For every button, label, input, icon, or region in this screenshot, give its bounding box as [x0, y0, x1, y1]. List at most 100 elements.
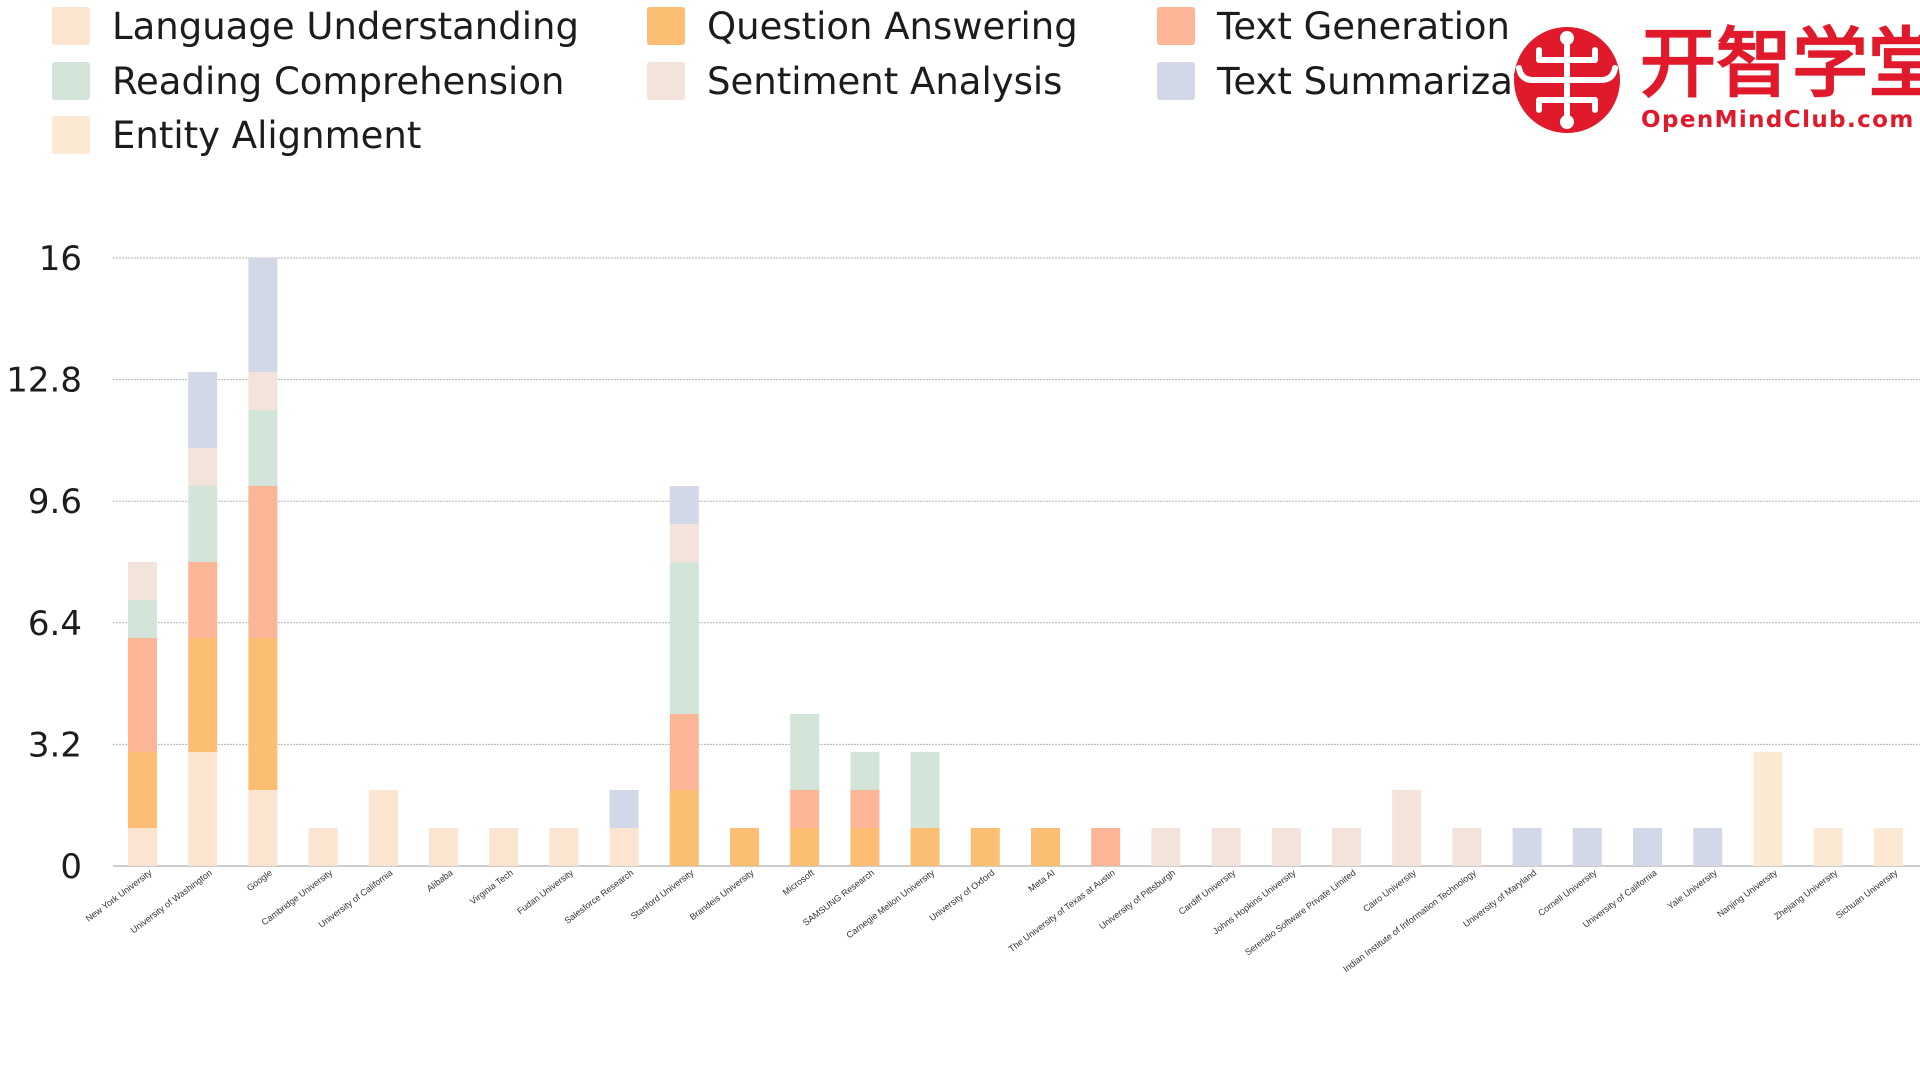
y-tick-label: 16 — [39, 239, 82, 279]
bar-segment — [248, 258, 278, 372]
bar-segment — [1271, 828, 1301, 866]
chart-legend: Language Understanding Question Answering… — [52, 5, 1584, 157]
openmindclub-logo: 开智学堂 OpenMindClub.com — [1514, 19, 1920, 133]
legend-item: Language Understanding — [52, 5, 579, 48]
bar-segment — [1151, 828, 1181, 866]
x-tick-label: Nanjing University — [1715, 867, 1779, 919]
bar-segment — [790, 828, 820, 866]
brain-emblem-icon — [1514, 27, 1620, 133]
bar-segment — [730, 828, 759, 866]
legend-swatch — [52, 116, 90, 154]
x-tick-label: Virginia Tech — [468, 868, 515, 907]
bar-segment — [489, 828, 519, 866]
logo-english-text: OpenMindClub.com — [1641, 107, 1915, 133]
bar-segment — [790, 790, 820, 828]
gridlines — [113, 257, 1920, 867]
bar-layer — [128, 258, 1903, 866]
bar-segment — [1572, 828, 1602, 866]
legend-item: Reading Comprehension — [52, 60, 564, 103]
x-tick-label: Sichuan University — [1834, 867, 1900, 920]
y-tick-label: 3.2 — [28, 725, 82, 765]
bar-segment — [669, 790, 699, 866]
legend-label: Text Generation — [1216, 5, 1510, 48]
bar-segment — [188, 638, 218, 752]
bar-segment — [1873, 828, 1903, 866]
x-tick-label: Microsoft — [781, 867, 817, 897]
bar-segment — [308, 828, 338, 866]
logo-chinese-text: 开智学堂 — [1640, 19, 1920, 108]
x-tick-label: Cornell University — [1536, 867, 1599, 918]
bar-segment — [1452, 828, 1482, 866]
legend-label: Sentiment Analysis — [707, 60, 1062, 103]
bar-segment — [669, 486, 699, 524]
legend-swatch — [52, 62, 90, 100]
bar-segment — [910, 752, 940, 828]
bar-segment — [1813, 828, 1843, 866]
x-tick-label: Serendio Software Private Limited — [1243, 868, 1358, 958]
bar-segment — [910, 828, 940, 866]
legend-label: Reading Comprehension — [112, 60, 564, 103]
x-tick-label: Meta AI — [1026, 868, 1056, 894]
legend-label: Entity Alignment — [112, 114, 421, 157]
bar-segment — [1512, 828, 1542, 866]
bar-segment — [248, 638, 278, 790]
x-tick-label: Stanford University — [629, 867, 696, 921]
bar-segment — [1332, 828, 1361, 866]
bar-segment — [1031, 828, 1060, 866]
bar-segment — [970, 828, 1000, 866]
legend-label: Question Answering — [707, 5, 1078, 48]
bar-segment — [128, 562, 157, 600]
bar-segment — [188, 486, 218, 562]
y-tick-label: 9.6 — [28, 482, 82, 522]
bar-segment — [248, 790, 278, 866]
legend-swatch — [1157, 62, 1195, 100]
x-tick-label: Cardiff University — [1177, 867, 1238, 916]
legend-item: Text Generation — [1157, 5, 1510, 48]
x-tick-label: Brandeis University — [688, 867, 756, 922]
bar-segment — [128, 828, 157, 866]
bar-segment — [248, 486, 278, 638]
bar-segment — [128, 600, 157, 638]
x-tick-label: Google — [245, 868, 274, 893]
bar-segment — [248, 372, 278, 410]
x-tick-label: University of Oxford — [927, 868, 996, 924]
bar-segment — [1091, 828, 1121, 866]
bar-segment — [850, 828, 880, 866]
bar-segment — [1211, 828, 1241, 866]
bar-segment — [368, 790, 398, 866]
bar-segment — [1693, 828, 1723, 866]
bar-segment — [609, 828, 639, 866]
bar-segment — [128, 638, 157, 752]
bar-segment — [790, 714, 820, 790]
x-tick-label: The University of Texas at Austin — [1007, 868, 1117, 954]
legend-swatch — [1157, 7, 1195, 45]
y-axis: 0 3.2 6.4 9.6 12.8 16 — [6, 239, 82, 887]
x-tick-label: Fudan University — [515, 867, 575, 916]
x-tick-label: Yale University — [1665, 867, 1719, 911]
bar-segment — [188, 562, 218, 638]
x-tick-label: Indian Institute of Information Technolo… — [1341, 867, 1478, 974]
legend-swatch — [647, 7, 685, 45]
bar-segment — [1392, 790, 1422, 866]
x-tick-label: Zhejiang University — [1772, 867, 1840, 921]
legend-item: Question Answering — [647, 5, 1078, 48]
bar-segment — [429, 828, 458, 866]
y-tick-label: 12.8 — [6, 361, 82, 401]
legend-swatch — [52, 7, 90, 45]
bar-segment — [128, 752, 157, 828]
bar-segment — [1633, 828, 1662, 866]
bar-segment — [248, 410, 278, 486]
y-tick-label: 0 — [60, 847, 82, 887]
legend-item: Sentiment Analysis — [647, 60, 1062, 103]
legend-label: Language Understanding — [112, 5, 579, 48]
bar-segment — [549, 828, 579, 866]
bar-segment — [1753, 752, 1783, 866]
bar-segment — [669, 714, 699, 790]
bar-segment — [850, 790, 880, 828]
x-tick-label: Cairo University — [1361, 867, 1418, 914]
legend-item: Entity Alignment — [52, 114, 421, 157]
bar-segment — [669, 562, 699, 714]
bar-segment — [669, 524, 699, 562]
y-tick-label: 6.4 — [28, 604, 82, 644]
